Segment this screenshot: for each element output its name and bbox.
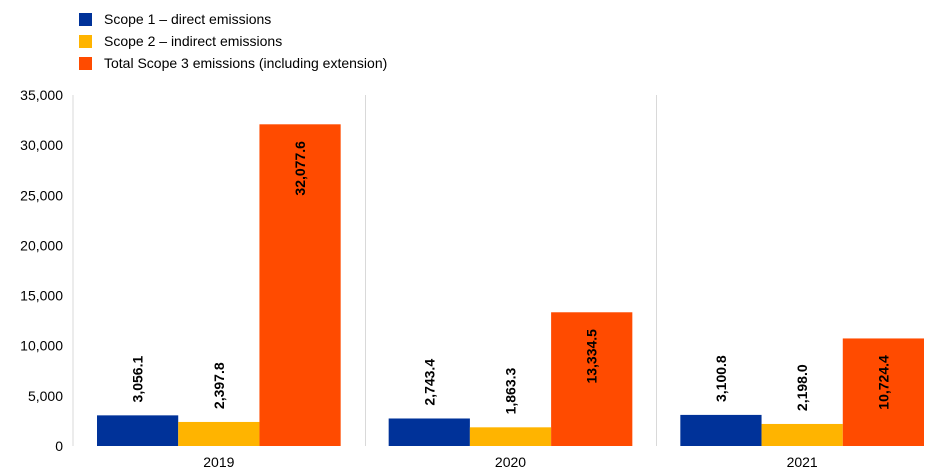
y-axis: 0 5,000 10,000 15,000 20,000 25,000 30,000 35,0… <box>20 87 63 454</box>
y-tick-label-10-000: 10,000 <box>20 338 63 354</box>
bar-2020-series-1 <box>388 418 470 446</box>
y-tick-label-15-000: 15,000 <box>20 288 63 304</box>
x-tick-label-2021: 2021 <box>787 454 818 470</box>
x-tick-label-2020: 2020 <box>495 454 526 470</box>
grid <box>72 95 657 446</box>
y-tick-label-20-000: 20,000 <box>20 237 63 253</box>
y-tick-label-0: 0 <box>55 438 63 454</box>
bar-2021-series-3 <box>842 338 924 446</box>
bars <box>97 124 924 446</box>
bar-2019-series-1 <box>97 415 179 446</box>
x-axis: 2019 2020 2021 <box>203 454 818 470</box>
bar-2019-series-3 <box>259 124 341 446</box>
data-label-2020-series-1: 2,743.4 <box>421 359 437 406</box>
data-label-2021-series-1: 3,100.8 <box>713 355 729 402</box>
legend-label-3: Total Scope 3 emissions (including exten… <box>104 55 387 71</box>
data-label-2019-series-3: 32,077.6 <box>292 141 308 196</box>
data-label-2019-series-2: 2,397.8 <box>211 362 227 409</box>
legend-swatch-2 <box>79 35 92 48</box>
bar-2021-series-1 <box>680 414 762 446</box>
bar-labels: 3,056.1 2,397.8 32,077.6 2,743.4 1,863.3 13,3… <box>130 141 892 415</box>
data-label-2020-series-3: 13,334.5 <box>584 329 600 384</box>
data-label-2019-series-1: 3,056.1 <box>130 356 146 403</box>
data-label-2021-series-3: 10,724.4 <box>875 355 891 410</box>
bar-2019-series-2 <box>178 421 260 446</box>
legend-label-2: Scope 2 – indirect emissions <box>104 33 282 49</box>
bar-2020-series-2 <box>469 427 552 446</box>
bar-2021-series-2 <box>761 423 843 446</box>
data-label-2021-series-2: 2,198.0 <box>794 364 810 411</box>
x-tick-label-2019: 2019 <box>203 454 234 470</box>
bar-2020-series-3 <box>551 312 633 446</box>
data-label-2020-series-2: 1,863.3 <box>503 367 519 414</box>
legend-label-1: Scope 1 – direct emissions <box>104 11 271 27</box>
y-tick-label-30-000: 30,000 <box>20 137 63 153</box>
legend-swatch-3 <box>79 57 92 70</box>
y-tick-label-35-000: 35,000 <box>20 87 63 103</box>
legend: Scope 1 – direct emissions Scope 2 – indi… <box>79 11 387 71</box>
y-tick-label-5-000: 5,000 <box>28 388 63 404</box>
legend-swatch-1 <box>79 13 92 26</box>
y-tick-label-25-000: 25,000 <box>20 187 63 203</box>
